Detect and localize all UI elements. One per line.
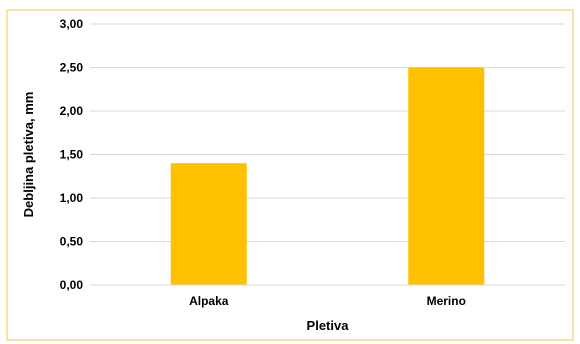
y-tick-label: 2,00: [60, 104, 84, 118]
y-tick-label: 1,50: [60, 148, 84, 162]
x-tick-label: Alpaka: [189, 294, 229, 308]
y-axis-title: Debljina pletiva, mm: [21, 92, 36, 218]
bars: [170, 67, 485, 285]
bar-merino: [408, 67, 485, 285]
y-tick-label: 3,00: [60, 17, 84, 31]
y-tick-label: 2,50: [60, 61, 84, 75]
y-tick-labels: 0,00 0,50 1,00 1,50 2,00 2,50 3,00: [60, 17, 84, 292]
gridlines: [90, 23, 565, 242]
x-axis-title: Pletiva: [307, 318, 350, 333]
y-tick-label: 0,00: [60, 278, 84, 292]
x-tick-label: Merino: [427, 294, 466, 308]
bar-alpaka: [170, 163, 247, 285]
y-tick-label: 1,00: [60, 191, 84, 205]
chart-border: [6, 9, 574, 341]
x-tick-labels: Alpaka Merino: [189, 294, 466, 308]
y-tick-label: 0,50: [60, 235, 84, 249]
